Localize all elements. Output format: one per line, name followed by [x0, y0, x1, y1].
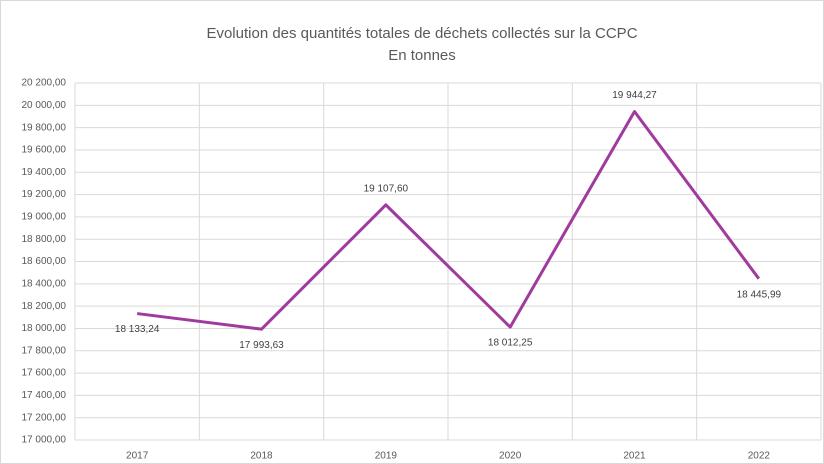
x-tick-label: 2020 [499, 451, 522, 462]
y-tick-label: 19 200,00 [22, 189, 67, 200]
y-tick-label: 19 000,00 [22, 212, 67, 223]
x-tick-label: 2021 [623, 451, 646, 462]
y-tick-label: 17 200,00 [22, 412, 67, 423]
y-tick-label: 18 200,00 [22, 301, 67, 312]
y-tick-label: 18 600,00 [22, 256, 67, 267]
data-label: 19 107,60 [364, 184, 409, 195]
chart-subtitle: En tonnes [388, 47, 456, 64]
y-tick-label: 17 800,00 [22, 345, 67, 356]
y-tick-label: 17 400,00 [22, 390, 67, 401]
y-tick-label: 20 000,00 [22, 100, 67, 111]
y-tick-label: 19 800,00 [22, 122, 67, 133]
data-label: 17 993,63 [239, 340, 284, 351]
chart-title: Evolution des quantités totales de déche… [206, 25, 637, 42]
y-tick-label: 18 800,00 [22, 234, 67, 245]
y-tick-label: 18 000,00 [22, 323, 67, 334]
y-tick-label: 19 600,00 [22, 145, 67, 156]
y-tick-label: 17 000,00 [22, 435, 67, 446]
y-tick-label: 18 400,00 [22, 278, 67, 289]
y-tick-label: 20 200,00 [22, 78, 67, 89]
data-label: 18 445,99 [737, 289, 782, 300]
x-tick-label: 2022 [748, 451, 771, 462]
data-label: 19 944,27 [612, 90, 657, 101]
series-line [136, 110, 761, 331]
data-label: 18 012,25 [488, 338, 533, 349]
x-tick-label: 2018 [250, 451, 273, 462]
y-tick-label: 17 600,00 [22, 368, 67, 379]
x-tick-label: 2019 [375, 451, 398, 462]
y-tick-label: 19 400,00 [22, 167, 67, 178]
x-tick-label: 2017 [126, 451, 149, 462]
data-label: 18 133,24 [115, 324, 160, 335]
